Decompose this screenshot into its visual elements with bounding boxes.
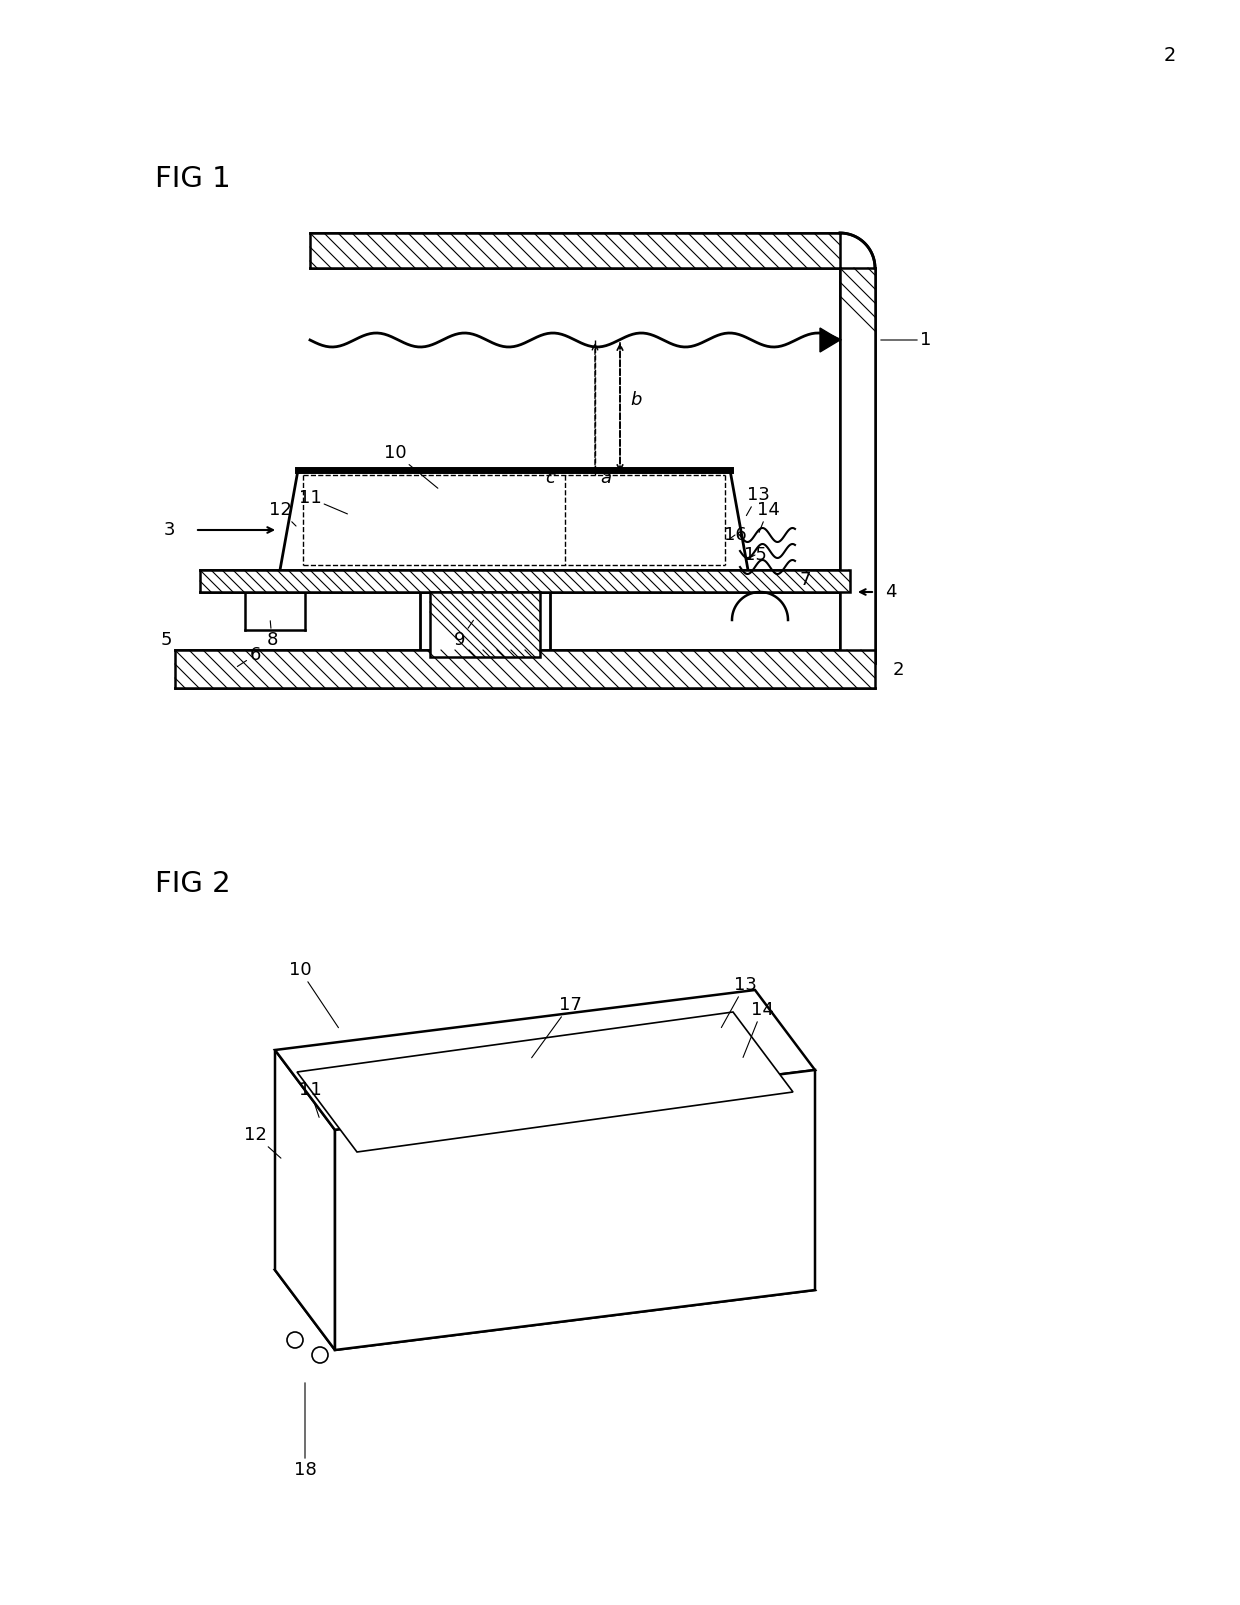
Text: 3: 3 [164, 522, 175, 539]
Bar [839, 268, 875, 663]
Polygon shape [820, 327, 839, 351]
Polygon shape [275, 990, 815, 1130]
Text: 15: 15 [744, 546, 766, 563]
Text: b: b [630, 392, 641, 409]
Polygon shape [275, 1050, 335, 1350]
Text: 2: 2 [893, 661, 904, 679]
Bar [310, 233, 839, 268]
Text: 5: 5 [160, 631, 172, 648]
Text: 14: 14 [756, 501, 780, 533]
Polygon shape [335, 1071, 815, 1350]
Text: a: a [600, 469, 611, 486]
Text: c: c [546, 469, 556, 486]
Text: 17: 17 [532, 997, 582, 1058]
Text: 13: 13 [746, 486, 770, 515]
Text: 7: 7 [800, 571, 811, 589]
Text: FIG 2: FIG 2 [155, 870, 231, 899]
Text: 18: 18 [294, 1384, 316, 1478]
Text: 12: 12 [243, 1127, 281, 1159]
Bar [200, 570, 849, 592]
Text: 12: 12 [269, 501, 296, 526]
Text: FIG 1: FIG 1 [155, 165, 231, 193]
Text: 8: 8 [267, 621, 278, 648]
Text: 2: 2 [1164, 45, 1177, 64]
Polygon shape [275, 1210, 815, 1350]
Text: 13: 13 [722, 976, 756, 1027]
Text: 10: 10 [383, 445, 438, 488]
Text: 9: 9 [454, 620, 474, 648]
Polygon shape [298, 1013, 794, 1152]
Text: 1: 1 [880, 331, 931, 348]
Bar [175, 650, 875, 689]
Text: 4: 4 [885, 583, 897, 600]
Bar [430, 592, 539, 656]
Text: 14: 14 [743, 1002, 774, 1058]
Text: 11: 11 [299, 1082, 321, 1117]
Text: 11: 11 [299, 490, 347, 514]
Text: 10: 10 [289, 961, 339, 1027]
Text: 16: 16 [724, 526, 746, 544]
Text: 6: 6 [237, 645, 260, 666]
